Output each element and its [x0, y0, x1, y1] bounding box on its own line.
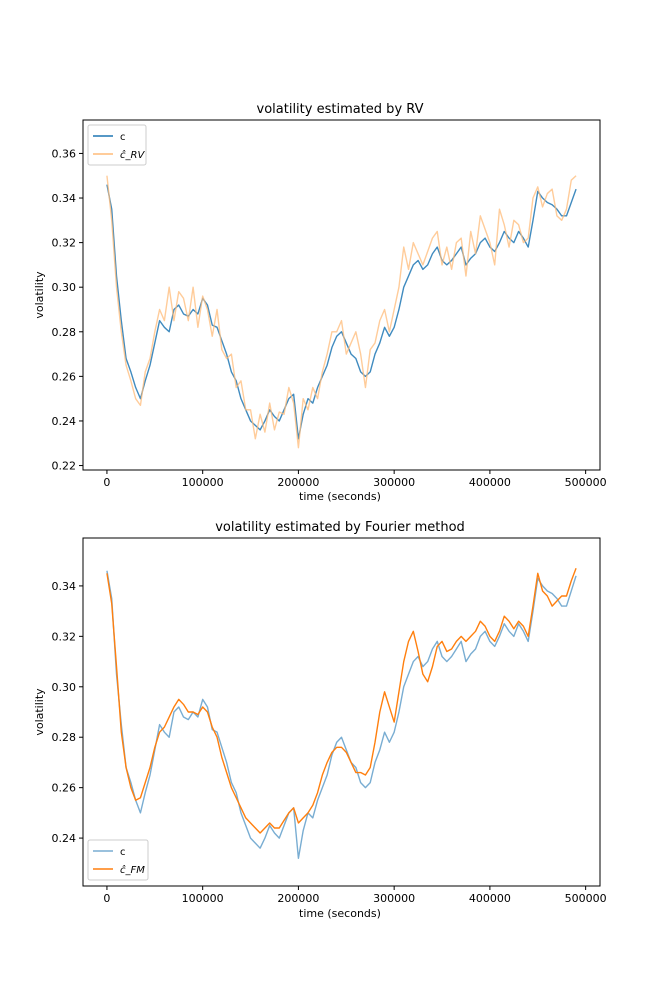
y-tick-label: 0.26 — [52, 782, 77, 795]
x-tick-label: 100000 — [182, 476, 224, 489]
x-axis-label: time (seconds) — [299, 490, 381, 503]
chart-title: volatility estimated by RV — [257, 102, 424, 117]
y-axis-ticks: 0.22 0.24 0.26 0.28 0.30 0.32 0.34 0.36 — [52, 147, 83, 473]
chart-rv: volatility estimated by RV 0 100000 200000… — [33, 102, 607, 503]
y-tick-label: 0.34 — [52, 580, 77, 593]
legend-box — [87, 839, 149, 881]
y-tick-label: 0.24 — [52, 415, 77, 428]
legend: c ĉ_RV — [87, 124, 147, 166]
chart-fourier: volatility estimated by Fourier method 0… — [33, 520, 607, 920]
series-line-c — [106, 570, 577, 859]
y-axis-label: volatility — [33, 271, 46, 319]
y-tick-label: 0.32 — [52, 237, 77, 250]
series-line-c — [106, 184, 577, 440]
chart-title: volatility estimated by Fourier method — [215, 520, 465, 535]
y-tick-label: 0.22 — [52, 460, 77, 473]
plot-frame — [82, 119, 601, 471]
y-axis-label: volatility — [33, 688, 46, 736]
series-layer — [106, 175, 577, 449]
x-tick-label: 0 — [103, 476, 110, 489]
plot-background — [83, 120, 600, 470]
series-line-c-hat — [106, 568, 577, 834]
x-axis-ticks: 0 100000 200000 300000 400000 500000 — [103, 470, 607, 489]
x-tick-label: 0 — [103, 892, 110, 905]
plot-frame — [82, 537, 601, 887]
legend-label-c-rv: ĉ_RV — [120, 149, 145, 161]
legend-label-c: c — [120, 132, 126, 143]
x-tick-label: 300000 — [373, 892, 415, 905]
x-tick-label: 100000 — [182, 892, 224, 905]
y-tick-label: 0.30 — [52, 281, 77, 294]
x-tick-label: 400000 — [469, 476, 511, 489]
y-tick-label: 0.34 — [52, 192, 77, 205]
plot-background — [83, 538, 600, 886]
legend-label-c: c — [120, 847, 126, 858]
x-tick-label: 200000 — [277, 892, 319, 905]
series-layer — [106, 568, 577, 859]
legend-box — [87, 124, 147, 166]
series-line-c-hat — [106, 175, 577, 449]
y-tick-label: 0.28 — [52, 731, 77, 744]
y-tick-label: 0.30 — [52, 681, 77, 694]
x-axis-label: time (seconds) — [299, 907, 381, 920]
x-tick-label: 500000 — [565, 892, 607, 905]
x-tick-label: 400000 — [469, 892, 511, 905]
y-axis-ticks: 0.24 0.26 0.28 0.30 0.32 0.34 — [52, 580, 83, 845]
y-tick-label: 0.26 — [52, 370, 77, 383]
y-tick-label: 0.28 — [52, 326, 77, 339]
x-tick-label: 200000 — [277, 476, 319, 489]
legend: c ĉ_FM — [87, 839, 149, 881]
y-tick-label: 0.32 — [52, 630, 77, 643]
legend-label-c-fm: ĉ_FM — [120, 864, 145, 876]
x-tick-label: 300000 — [373, 476, 415, 489]
x-axis-ticks: 0 100000 200000 300000 400000 500000 — [103, 886, 607, 905]
y-tick-label: 0.24 — [52, 832, 77, 845]
y-tick-label: 0.36 — [52, 147, 77, 160]
x-tick-label: 500000 — [565, 476, 607, 489]
